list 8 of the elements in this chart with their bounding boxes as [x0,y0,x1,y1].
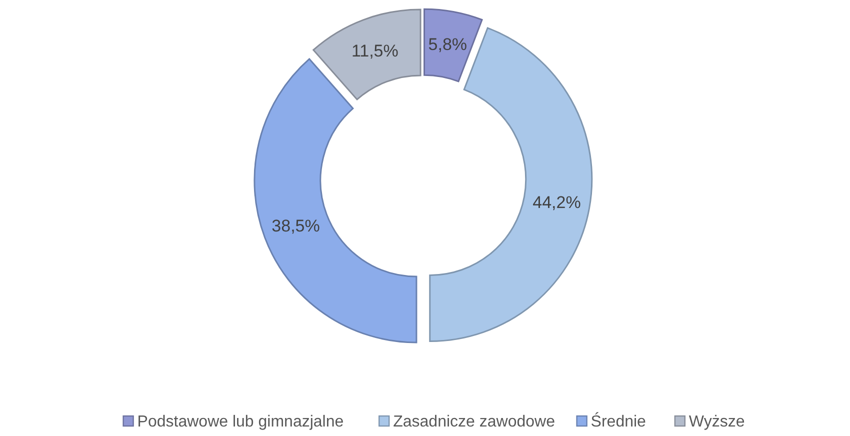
data-label: 11,5% [351,41,398,60]
data-label: 38,5% [272,216,320,236]
data-label: 5,8% [428,34,468,54]
legend-label: Podstawowe lub gimnazjalne [137,414,344,430]
legend-label: Wyższe [688,414,745,430]
data-label: 44,2% [532,193,581,212]
legend-label: Średnie [590,412,646,430]
legend-label: Zasadnicze zawodowe [393,414,556,430]
